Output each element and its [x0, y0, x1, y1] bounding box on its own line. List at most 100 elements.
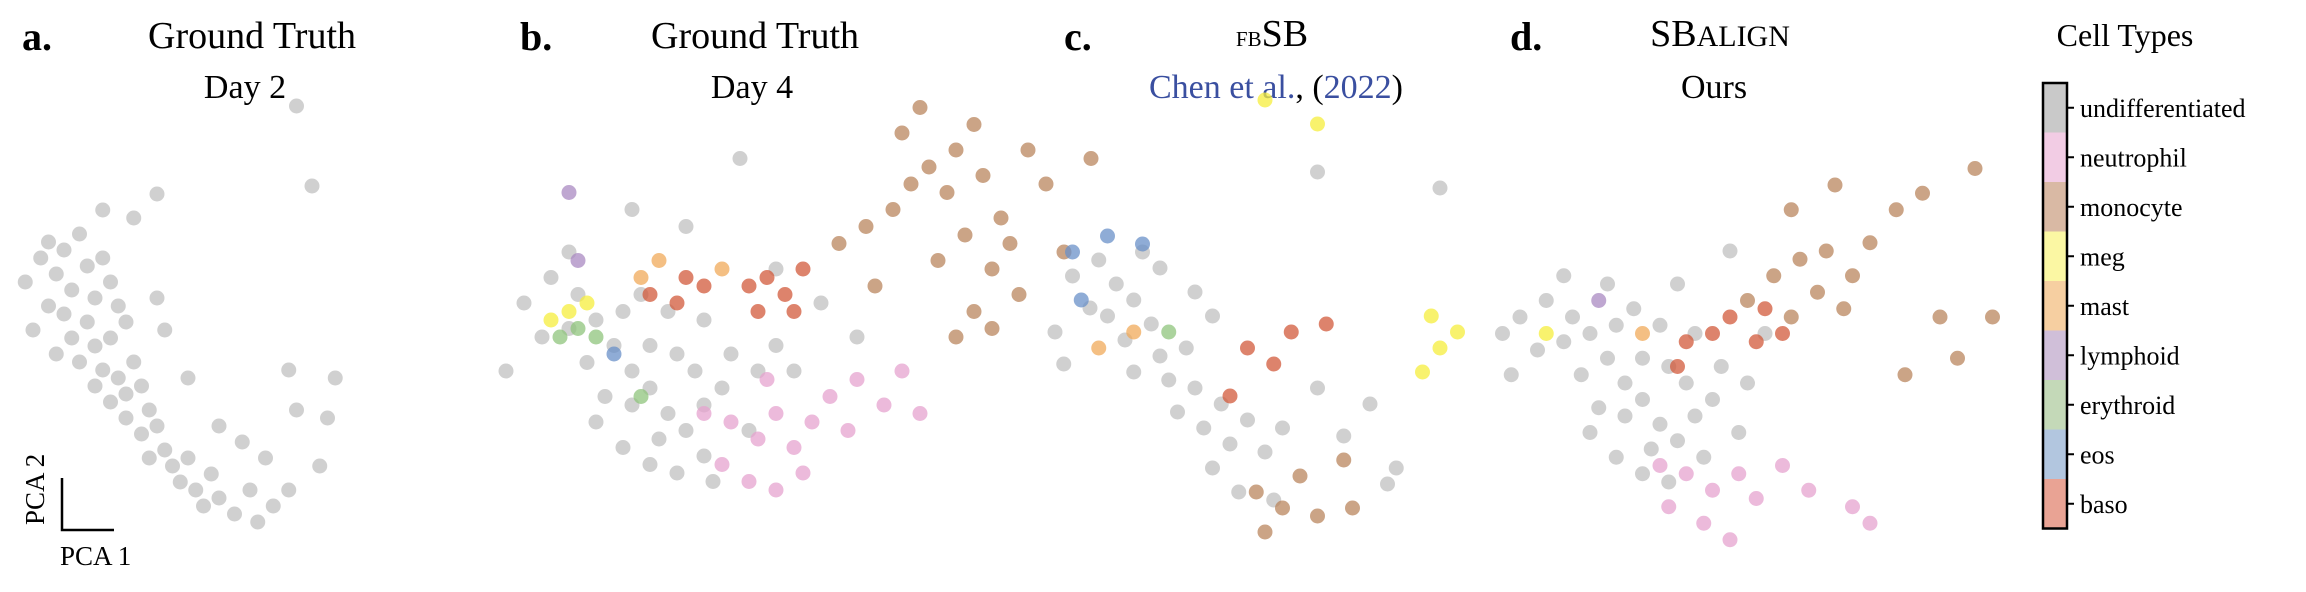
point-undifferentiated [1740, 375, 1755, 391]
point-undifferentiated [134, 426, 149, 442]
point-monocyte [858, 219, 874, 234]
point-baso [678, 270, 694, 285]
point-undifferentiated [1231, 484, 1247, 500]
point-undifferentiated [25, 322, 41, 338]
point-undifferentiated [149, 290, 165, 306]
point-undifferentiated [1143, 316, 1159, 332]
point-undifferentiated [1661, 474, 1677, 490]
legend-swatch-erythroid [2043, 380, 2067, 430]
legend-swatch-eos [2043, 429, 2067, 479]
point-eos [606, 346, 622, 362]
point-undifferentiated [1170, 404, 1185, 420]
point-monocyte [1783, 202, 1799, 218]
point-neutrophil [714, 457, 730, 472]
point-baso [759, 270, 775, 285]
panel-b-title: Ground Truth [651, 15, 859, 57]
point-undifferentiated [597, 389, 613, 404]
citation-year-link[interactable]: 2022 [1324, 69, 1392, 106]
point-undifferentiated [615, 304, 631, 319]
point-neutrophil [1845, 499, 1860, 515]
point-monocyte [1740, 293, 1755, 308]
panel-c-subtitle: Chen et al., (2022) [1149, 69, 1403, 106]
point-monocyte [885, 202, 901, 217]
point-neutrophil [894, 363, 910, 379]
point-monocyte [1836, 301, 1852, 317]
point-eos [1135, 236, 1150, 252]
point-baso [1266, 356, 1282, 372]
point-undifferentiated [642, 457, 658, 472]
point-neutrophil [750, 431, 766, 447]
citation-close: ) [1392, 69, 1403, 106]
point-erythroid [552, 329, 568, 345]
point-baso [777, 287, 793, 302]
point-undifferentiated [304, 178, 320, 194]
legend-swatch-monocyte [2043, 182, 2067, 232]
pca-axes-lines [60, 478, 114, 532]
point-monocyte [894, 125, 910, 141]
legend: Cell Types undifferentiated neutrophil mon… [2041, 17, 2246, 530]
point-undifferentiated [615, 440, 631, 455]
citation-link[interactable]: Chen et al. [1149, 69, 1295, 106]
point-undifferentiated [1565, 309, 1580, 325]
point-undifferentiated [1678, 375, 1694, 391]
point-undifferentiated [1652, 317, 1668, 333]
point-neutrophil [1696, 515, 1712, 531]
point-neutrophil [786, 440, 802, 455]
point-undifferentiated [1205, 308, 1220, 324]
point-monocyte [966, 304, 982, 319]
point-undifferentiated [1126, 292, 1142, 308]
point-monocyte [1810, 284, 1825, 300]
point-undifferentiated [172, 474, 188, 490]
point-monocyte [1275, 500, 1290, 516]
point-monocyte [903, 176, 919, 192]
legend-label-mast: mast [2080, 292, 2130, 321]
point-baso [1678, 334, 1694, 350]
point-baso [1748, 334, 1764, 350]
point-undifferentiated [1126, 364, 1142, 380]
point-undifferentiated [579, 355, 595, 370]
point-undifferentiated [1670, 276, 1685, 292]
panel-a-title: Ground Truth [148, 15, 356, 57]
point-undifferentiated [669, 465, 685, 481]
legend-swatch-neutrophil [2043, 132, 2067, 182]
point-undifferentiated [211, 490, 227, 506]
point-monocyte [1038, 176, 1054, 192]
point-monocyte [939, 185, 955, 200]
point-neutrophil [822, 389, 838, 404]
point-neutrophil [1801, 482, 1817, 498]
point-undifferentiated [234, 434, 250, 450]
point-undifferentiated [849, 329, 865, 345]
legend-label-erythroid: erythroid [2080, 391, 2175, 420]
point-undifferentiated [141, 450, 157, 466]
point-undifferentiated [149, 186, 165, 202]
point-mast [1091, 340, 1107, 356]
point-undifferentiated [289, 98, 304, 114]
point-undifferentiated [624, 202, 640, 217]
point-undifferentiated [786, 363, 802, 379]
point-neutrophil [723, 414, 739, 430]
point-meg [1538, 326, 1554, 341]
point-monocyte [957, 227, 973, 243]
point-undifferentiated [1582, 326, 1598, 341]
point-undifferentiated [1240, 412, 1255, 428]
point-neutrophil [759, 372, 775, 387]
point-undifferentiated [95, 250, 111, 266]
point-monocyte [1862, 235, 1878, 251]
point-neutrophil [840, 423, 856, 438]
point-undifferentiated [696, 312, 712, 328]
point-baso [1722, 309, 1738, 325]
panel-d-points [1495, 161, 2000, 548]
point-undifferentiated [1626, 301, 1642, 317]
point-undifferentiated [669, 346, 685, 362]
point-neutrophil [876, 397, 892, 413]
legend-swatch-lymphoid [2043, 330, 2067, 380]
point-undifferentiated [1100, 308, 1115, 324]
point-eos [1073, 292, 1089, 308]
point-undifferentiated [687, 363, 703, 379]
panel-c-title: fbSB [1236, 13, 1308, 55]
point-undifferentiated [157, 322, 173, 338]
point-undifferentiated [118, 386, 134, 402]
point-undifferentiated [1047, 324, 1063, 340]
point-monocyte [1248, 484, 1264, 500]
